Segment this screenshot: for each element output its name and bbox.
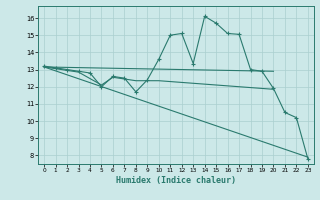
- X-axis label: Humidex (Indice chaleur): Humidex (Indice chaleur): [116, 176, 236, 185]
